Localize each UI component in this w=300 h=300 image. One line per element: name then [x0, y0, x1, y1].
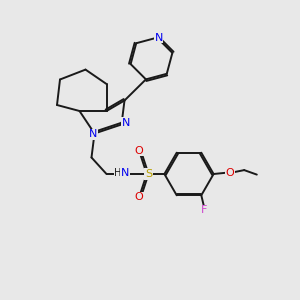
Text: N: N	[88, 129, 97, 140]
Text: N: N	[154, 33, 163, 43]
Text: O: O	[134, 146, 143, 156]
Text: F: F	[201, 205, 208, 215]
Text: N: N	[121, 168, 129, 178]
Text: N: N	[122, 118, 130, 128]
Text: O: O	[225, 167, 234, 178]
Text: S: S	[145, 169, 152, 179]
Text: H: H	[114, 168, 122, 178]
Text: O: O	[134, 192, 143, 203]
